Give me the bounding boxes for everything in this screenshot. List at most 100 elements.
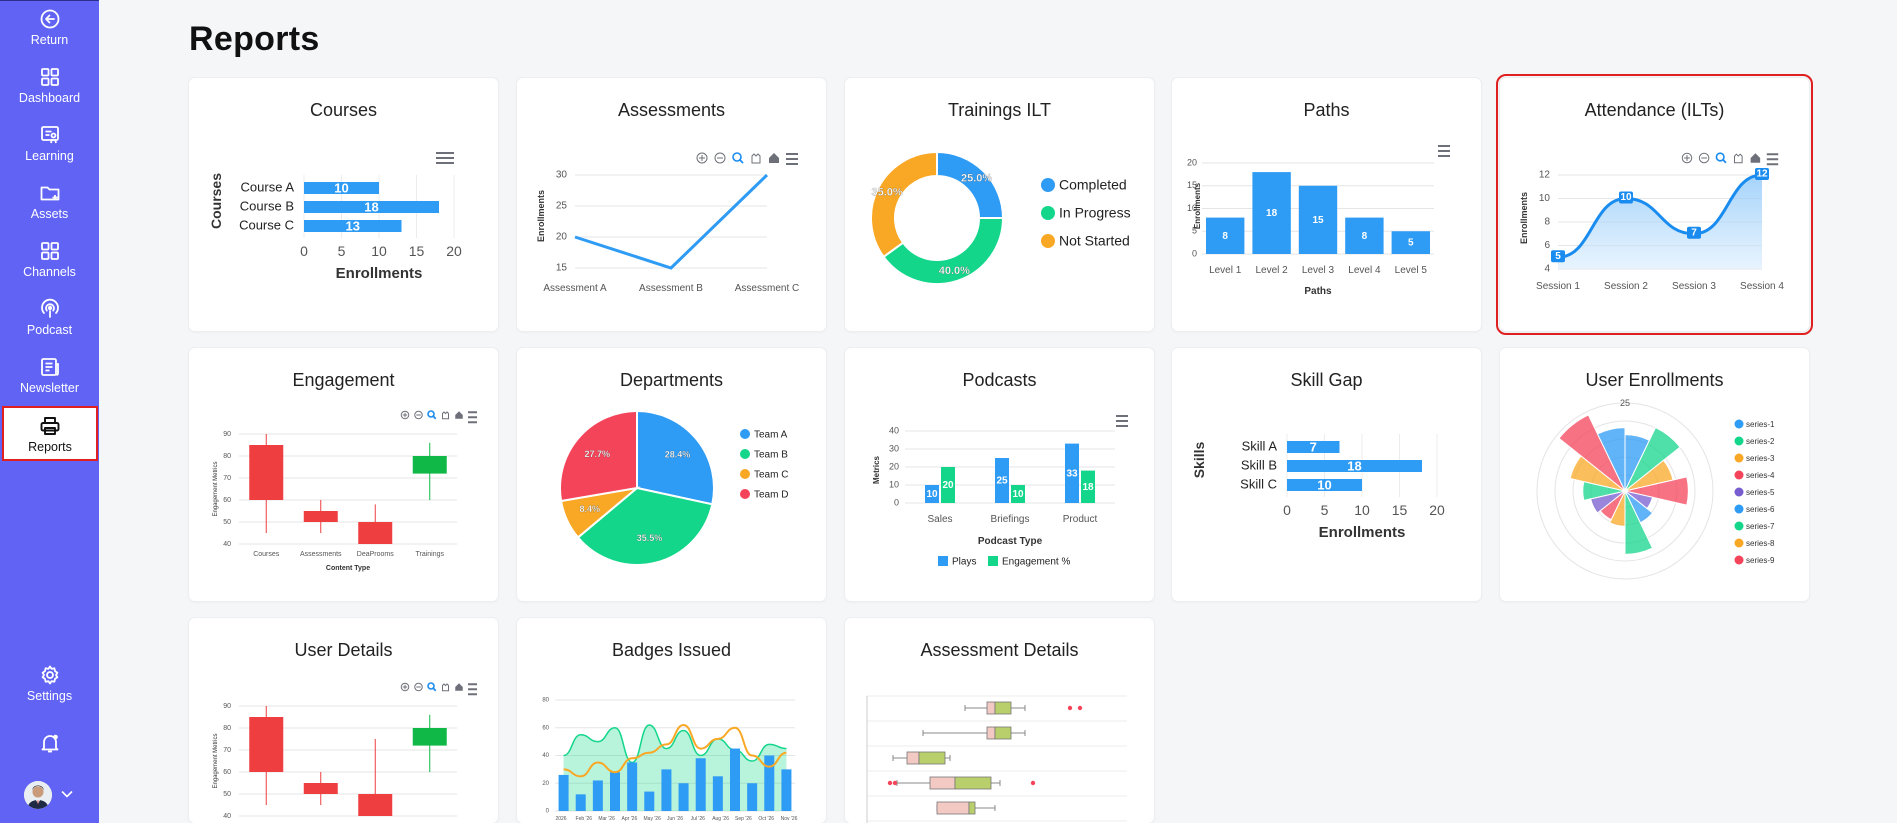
card-title: Podcasts: [962, 370, 1037, 390]
nav-reports[interactable]: Reports: [2, 406, 98, 461]
y-tick-label: 0: [546, 809, 550, 815]
bar: [678, 783, 689, 811]
x-tick-label: Session 4: [1740, 281, 1784, 292]
nav-dashboard[interactable]: Dashboard: [0, 65, 99, 120]
sidebar: Return Dashboard Learning Assets Channel…: [0, 0, 99, 823]
zoom-in-icon: [699, 155, 705, 161]
series-line: [574, 173, 769, 270]
legend-label: series-4: [1746, 471, 1775, 480]
x-tick-label: 5: [1321, 502, 1329, 518]
data-label: 20: [942, 480, 954, 491]
home-reset-icon: [769, 153, 779, 163]
bar: [558, 774, 569, 811]
card-assessments[interactable]: Assessments 15 20 25 30 Assessment A Assessme…: [517, 78, 826, 331]
card-departments[interactable]: Departments 28.4% 35.5% 8.4% 27.7% Team A Tea…: [517, 348, 826, 601]
bar: [1298, 185, 1338, 254]
legend-label: series-9: [1746, 556, 1775, 565]
card-skill-gap[interactable]: Skill Gap 0 5 10 15 20 Skill A 7 Skill B 18 Skill…: [1172, 348, 1481, 601]
y-tick-label: 15: [1187, 180, 1197, 190]
x-tick-label: Assessment C: [735, 283, 799, 294]
card-title: Departments: [619, 370, 724, 390]
x-tick-label: Session 3: [1672, 281, 1716, 292]
y-tick-label: Course C: [239, 217, 294, 232]
data-label: 5: [1408, 238, 1414, 249]
card-title: Skill Gap: [1290, 370, 1363, 390]
polar-segment: [1624, 426, 1681, 492]
card-badges-issued[interactable]: Badges Issued 0 20 40 60 80 2026 Feb '26 Mar '2…: [517, 618, 826, 823]
axis-label: Skills: [1191, 442, 1207, 479]
learning-icon: [40, 126, 59, 144]
data-label: 13: [346, 218, 360, 233]
card-title: Assessment Details: [920, 640, 1079, 660]
card-title: User Details: [294, 640, 393, 660]
y-tick-label: 40: [889, 425, 899, 435]
pan-hand-icon: [1734, 153, 1743, 164]
notifications-button[interactable]: [0, 731, 99, 761]
nav-assets[interactable]: Assets: [0, 181, 99, 236]
card-engagement[interactable]: Engagement 40 50 60 70 80 90 Courses Assessment…: [189, 348, 498, 601]
nav-newsletter[interactable]: Newsletter: [0, 355, 99, 410]
card-attendance[interactable]: Attendance (ILTs) 4 6 8 10 12 5 Session 1 10 Ses…: [1496, 74, 1813, 335]
card-assessment-details[interactable]: Assessment Details: [845, 618, 1154, 823]
nav-settings[interactable]: Settings: [0, 663, 99, 718]
legend-marker: [1734, 504, 1744, 514]
card-paths[interactable]: Paths 0 5 10 15 20 8 Level 1 18 Level 2 15 Level 3…: [1172, 78, 1481, 331]
legend-marker: [1734, 521, 1744, 531]
gear-icon: [41, 665, 58, 685]
home-reset-icon: [455, 411, 463, 419]
legend-label: series-7: [1746, 522, 1775, 531]
y-tick-label: 40: [223, 813, 231, 820]
y-tick-label: Skill C: [1240, 476, 1277, 491]
nav-return[interactable]: Return: [0, 7, 99, 62]
data-label: 7: [1691, 227, 1697, 238]
x-tick-label: Assessments: [300, 551, 342, 558]
y-tick-label: 10: [1539, 193, 1551, 204]
candle-body: [412, 728, 447, 746]
x-tick-label: May '26: [644, 816, 662, 822]
page-title: Reports: [189, 20, 320, 58]
user-menu[interactable]: [24, 781, 84, 811]
outlier-point: [887, 780, 893, 786]
data-label-box: [1755, 168, 1769, 180]
candle-body: [412, 456, 447, 474]
polar-segment: [1558, 414, 1626, 492]
nav-podcast[interactable]: Podcast: [0, 297, 99, 352]
axis-label: Enrollments: [1193, 182, 1202, 229]
skill-gap-chart: 0 5 10 15 20 Skill A 7 Skill B 18 Skill C 10 Enroll…: [1191, 434, 1445, 541]
legend-marker: [740, 469, 750, 479]
bar: [747, 783, 758, 811]
card-user-enrollments[interactable]: User Enrollments 25 series-1 series-2 serie…: [1500, 348, 1809, 601]
card-trainings-ilt[interactable]: Trainings ILT 25.0% 40.0% 35.0% Completed In…: [845, 78, 1154, 331]
data-label: 25.0%: [961, 172, 992, 184]
data-label: 5: [1555, 251, 1561, 262]
engagement-chart: 40 50 60 70 80 90 Courses Assessments DeaProoms T…: [213, 410, 477, 572]
data-label: 18: [1347, 458, 1361, 473]
legend-marker: [740, 429, 750, 439]
x-axis-label: Paths: [1304, 286, 1332, 297]
bar: [304, 182, 379, 194]
card-user-details[interactable]: User Details 40 50 60 70 80 90 Engagement Metr…: [189, 618, 498, 823]
menu-icon: [1116, 420, 1128, 422]
assessment-details-chart: [866, 695, 1127, 823]
bar: [575, 794, 586, 811]
y-tick-label: 80: [542, 698, 549, 704]
search-zoom-icon: [732, 152, 742, 162]
menu-icon: [1766, 153, 1779, 156]
card-podcasts[interactable]: Podcasts 0 10 20 30 40 10 20 Sales 25 10 Briefings…: [845, 348, 1154, 601]
x-tick-label: Session 2: [1604, 281, 1648, 292]
nav-learning[interactable]: Learning: [0, 123, 99, 178]
legend-label: series-6: [1746, 505, 1775, 514]
menu-icon: [786, 153, 798, 155]
badges-issued-chart: 0 20 40 60 80 2026 Feb '26 Mar '26 Apr '26 May '2…: [542, 698, 797, 822]
box-upper: [954, 776, 992, 790]
candle-body: [358, 794, 393, 816]
y-tick-label: 15: [556, 263, 568, 274]
x-tick-label: Level 4: [1348, 265, 1381, 276]
box-upper: [994, 701, 1012, 715]
nav-channels[interactable]: Channels: [0, 239, 99, 294]
y-tick-label: 70: [223, 475, 231, 482]
data-label: 8: [1222, 231, 1228, 242]
card-courses[interactable]: Courses 0 5 10 15 20 Course A 10 Course B 18 Cour…: [189, 78, 498, 331]
data-label: 7: [1310, 439, 1317, 454]
polar-segment: [1596, 427, 1626, 492]
